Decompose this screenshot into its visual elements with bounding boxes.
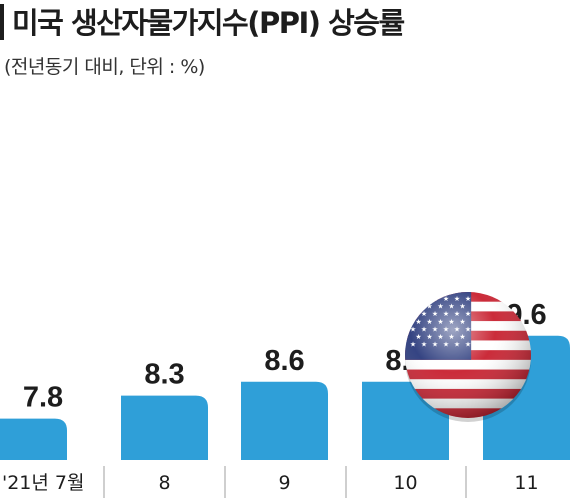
bar-0 — [0, 418, 67, 460]
value-label-1: 8.3 — [144, 359, 184, 391]
flag-star: ★ — [410, 310, 416, 318]
us-flag-ball-icon: ★★★★★★★★★★★★★★★★★★★★★★★★★★★★★★★★★★★★★★★ — [405, 292, 531, 422]
x-tick-label-1: 8 — [158, 472, 170, 494]
title-accent-bar — [0, 4, 4, 40]
chart-subtitle: (전년동기 대비, 단위 : %) — [4, 56, 205, 78]
flag-star: ★ — [421, 295, 427, 303]
flag-star: ★ — [415, 303, 421, 311]
x-tick-label-3: 10 — [393, 472, 417, 494]
flag-star: ★ — [410, 295, 416, 303]
x-tick-label-4: 11 — [514, 472, 538, 494]
bar-1 — [121, 395, 208, 460]
bar-2 — [241, 381, 328, 460]
chart-title: 미국 생산자물가지수(PPI) 상승률 — [12, 6, 405, 40]
value-label-0: 7.8 — [23, 382, 63, 414]
value-label-2: 8.6 — [264, 345, 304, 377]
x-tick-label-0: '21년 7월 — [2, 472, 85, 494]
x-tick-label-2: 9 — [278, 472, 290, 494]
